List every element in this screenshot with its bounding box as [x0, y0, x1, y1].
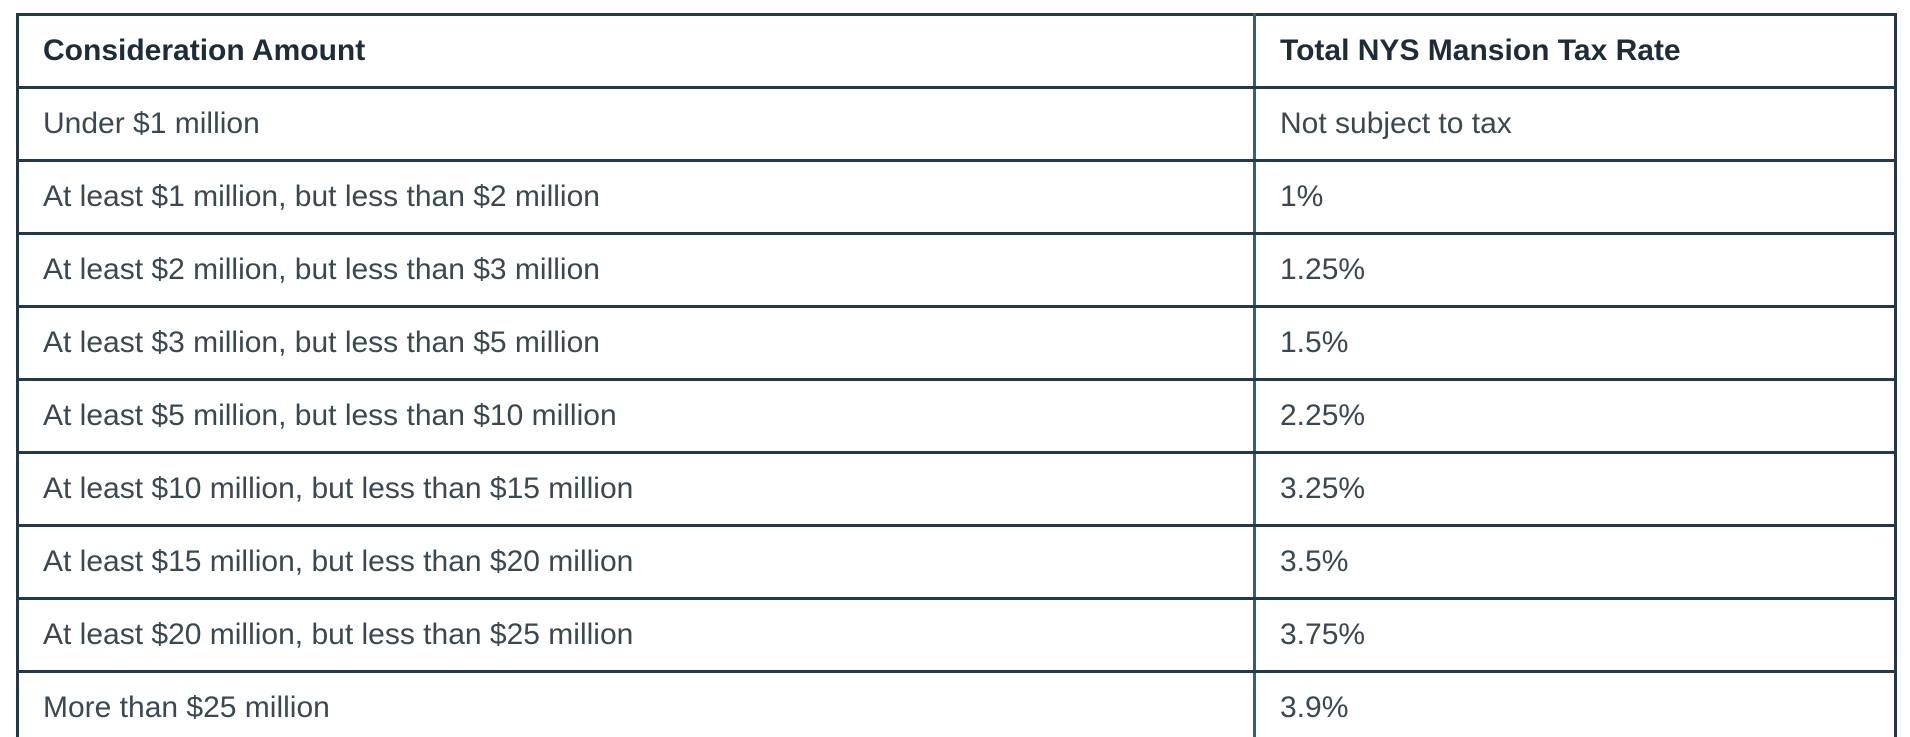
consideration-cell: At least $10 million, but less than $15 …: [16, 451, 1256, 527]
consideration-cell: At least $2 million, but less than $3 mi…: [16, 232, 1256, 308]
rate-cell: 2.25%: [1253, 378, 1897, 454]
table-row: At least $20 million, but less than $25 …: [16, 597, 1897, 673]
table-row: At least $5 million, but less than $10 m…: [16, 378, 1897, 454]
rate-cell: 3.5%: [1253, 524, 1897, 600]
table-row: At least $10 million, but less than $15 …: [16, 451, 1897, 527]
consideration-cell: At least $15 million, but less than $20 …: [16, 524, 1256, 600]
table-header-row: Consideration Amount Total NYS Mansion T…: [16, 13, 1897, 89]
rate-cell: 3.9%: [1253, 670, 1897, 737]
consideration-cell: At least $1 million, but less than $2 mi…: [16, 159, 1256, 235]
header-row: Consideration Amount Total NYS Mansion T…: [16, 13, 1897, 89]
mansion-tax-table-wrap: Consideration Amount Total NYS Mansion T…: [16, 13, 1897, 737]
table-row: At least $1 million, but less than $2 mi…: [16, 159, 1897, 235]
column-header-tax-rate: Total NYS Mansion Tax Rate: [1253, 13, 1897, 89]
table-row: More than $25 million 3.9%: [16, 670, 1897, 737]
rate-cell: 3.25%: [1253, 451, 1897, 527]
consideration-cell: At least $3 million, but less than $5 mi…: [16, 305, 1256, 381]
mansion-tax-table: Consideration Amount Total NYS Mansion T…: [16, 13, 1897, 737]
table-row: At least $3 million, but less than $5 mi…: [16, 305, 1897, 381]
rate-cell: 1%: [1253, 159, 1897, 235]
rate-cell: 1.25%: [1253, 232, 1897, 308]
consideration-cell: At least $20 million, but less than $25 …: [16, 597, 1256, 673]
column-header-consideration-amount: Consideration Amount: [16, 13, 1256, 89]
consideration-cell: At least $5 million, but less than $10 m…: [16, 378, 1256, 454]
table-row: At least $2 million, but less than $3 mi…: [16, 232, 1897, 308]
table-body: Under $1 million Not subject to tax At l…: [16, 86, 1897, 737]
table-row: At least $15 million, but less than $20 …: [16, 524, 1897, 600]
consideration-cell: More than $25 million: [16, 670, 1256, 737]
table-row: Under $1 million Not subject to tax: [16, 86, 1897, 162]
rate-cell: 1.5%: [1253, 305, 1897, 381]
rate-cell: Not subject to tax: [1253, 86, 1897, 162]
consideration-cell: Under $1 million: [16, 86, 1256, 162]
rate-cell: 3.75%: [1253, 597, 1897, 673]
